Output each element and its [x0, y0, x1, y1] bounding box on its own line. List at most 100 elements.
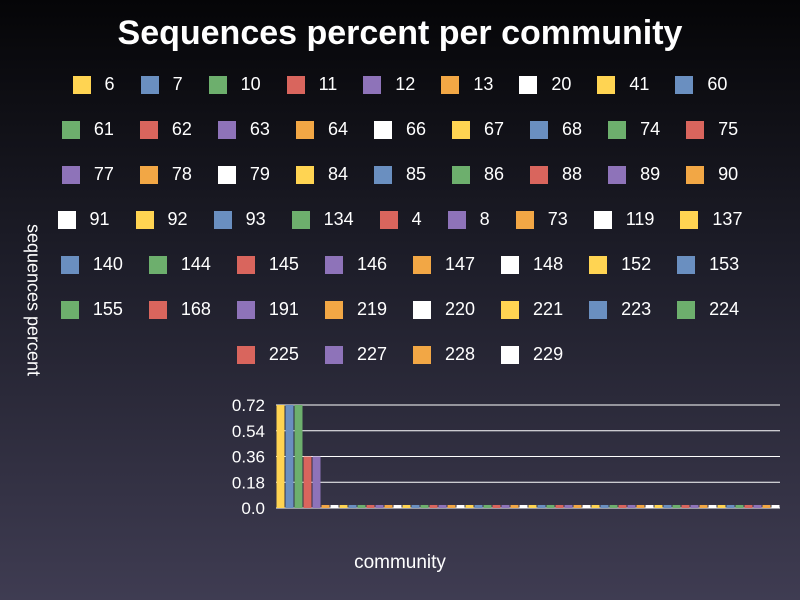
bar — [762, 505, 771, 508]
legend-swatch — [530, 165, 549, 184]
bar — [285, 405, 294, 508]
legend-swatch — [675, 75, 694, 94]
legend-item: 220 — [413, 299, 475, 320]
legend-label: 88 — [562, 164, 583, 184]
bar — [447, 505, 456, 508]
legend-swatch — [139, 165, 158, 184]
x-axis-label: community — [354, 552, 446, 573]
legend-item: 63 — [217, 119, 270, 140]
legend-label: 92 — [167, 209, 188, 229]
legend-item: 85 — [373, 164, 426, 185]
bar — [672, 505, 681, 508]
legend-label: 140 — [92, 254, 123, 274]
legend-swatch — [413, 255, 431, 274]
legend-item: 134 — [291, 209, 354, 230]
legend-label: 75 — [718, 119, 739, 139]
legend-swatch — [295, 165, 314, 184]
legend-label: 73 — [547, 209, 568, 229]
bar — [528, 505, 537, 508]
legend-label: 145 — [268, 254, 299, 274]
legend: 6 7 10 11 12 13 20 41 60 61 62 63 64 66 67 68 74 75 77 78 79… — [0, 62, 800, 377]
legend-row: 155 168 191 219 220 221 223 224 — [0, 287, 800, 332]
legend-swatch — [363, 75, 382, 94]
legend-swatch — [608, 165, 627, 184]
bar — [321, 505, 330, 508]
legend-row: 91 92 93 134 4 8 73 119 137 — [0, 197, 800, 242]
legend-item: 224 — [677, 299, 739, 320]
legend-label: 144 — [180, 254, 211, 274]
legend-label: 84 — [327, 164, 348, 184]
bar — [717, 505, 726, 508]
legend-item: 41 — [597, 74, 649, 95]
legend-item: 93 — [213, 209, 266, 230]
legend-item: 6 — [72, 74, 115, 95]
legend-item: 61 — [61, 119, 114, 140]
legend-swatch — [686, 165, 705, 184]
bar — [654, 505, 663, 508]
legend-label: 79 — [249, 164, 270, 184]
legend-label: 8 — [479, 209, 490, 229]
bar — [384, 505, 393, 508]
legend-item: 91 — [57, 209, 110, 230]
legend-item: 191 — [236, 299, 299, 320]
legend-label: 119 — [625, 209, 655, 229]
bar — [474, 505, 483, 508]
y-tick-label: 0.0 — [241, 499, 265, 518]
legend-item: 137 — [680, 209, 742, 230]
bar — [771, 505, 780, 508]
y-tick-label: 0.36 — [232, 448, 265, 467]
legend-swatch — [501, 300, 520, 319]
y-tick-label: 0.72 — [232, 396, 265, 415]
legend-item: 89 — [608, 164, 660, 185]
y-tick-label: 0.18 — [232, 473, 265, 492]
legend-swatch — [286, 75, 305, 94]
legend-item: 8 — [447, 209, 490, 230]
legend-swatch — [324, 255, 343, 274]
legend-item: 152 — [589, 254, 651, 275]
legend-item: 20 — [519, 74, 571, 95]
legend-swatch — [379, 210, 398, 229]
bar — [564, 505, 573, 508]
bar — [339, 505, 348, 508]
legend-item: 219 — [324, 299, 387, 320]
legend-item: 88 — [530, 164, 582, 185]
bar — [510, 505, 519, 508]
legend-label: 155 — [92, 299, 123, 319]
legend-label: 224 — [709, 299, 740, 319]
bar — [294, 405, 303, 508]
legend-swatch — [61, 120, 80, 139]
legend-swatch — [519, 75, 538, 94]
legend-swatch — [441, 75, 460, 94]
bar — [645, 505, 654, 508]
legend-item: 228 — [413, 344, 475, 365]
legend-label: 20 — [551, 74, 572, 94]
legend-label: 62 — [171, 119, 192, 139]
legend-label: 86 — [484, 164, 505, 184]
bar — [393, 505, 402, 508]
legend-item: 10 — [208, 74, 261, 95]
bar — [555, 505, 564, 508]
legend-label: 91 — [89, 209, 110, 229]
legend-swatch — [213, 210, 232, 229]
legend-label: 146 — [356, 254, 387, 274]
bar — [681, 505, 690, 508]
legend-item: 146 — [324, 254, 387, 275]
bar — [636, 505, 645, 508]
legend-item: 225 — [236, 344, 299, 365]
legend-label: 7 — [172, 74, 183, 94]
legend-item: 78 — [139, 164, 192, 185]
legend-item: 145 — [236, 254, 299, 275]
legend-swatch — [589, 300, 608, 319]
legend-label: 221 — [533, 299, 564, 319]
legend-label: 61 — [93, 119, 114, 139]
legend-swatch — [589, 255, 608, 274]
legend-swatch — [217, 165, 236, 184]
legend-item: 74 — [608, 119, 660, 140]
legend-swatch — [452, 165, 471, 184]
bar — [276, 405, 285, 508]
legend-swatch — [72, 75, 91, 94]
legend-label: 4 — [411, 209, 422, 229]
legend-label: 148 — [533, 254, 564, 274]
legend-swatch — [373, 165, 392, 184]
